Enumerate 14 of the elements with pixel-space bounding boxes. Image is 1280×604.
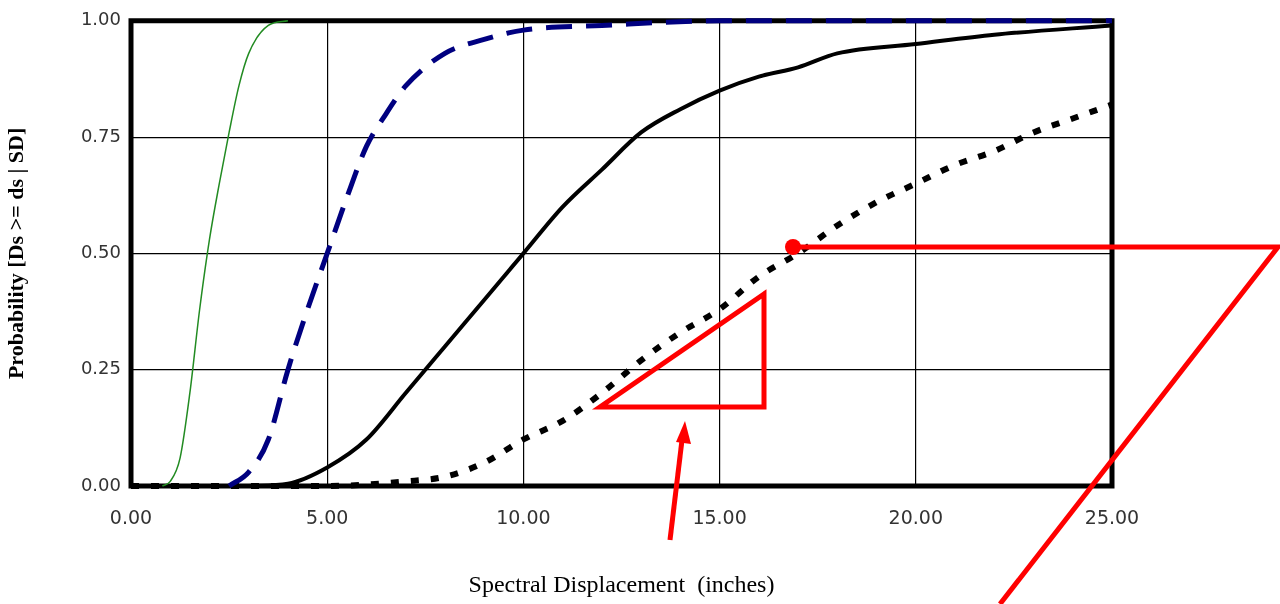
- line-series: [161, 20, 289, 487]
- x-tick-label: 5.00: [306, 506, 349, 529]
- x-tick-label: 0.00: [109, 506, 153, 529]
- x-tick-label: 15.00: [692, 506, 747, 529]
- y-tick-label: 0.00: [80, 473, 121, 495]
- y-tick-label: 0.25: [80, 357, 121, 379]
- x-tick-label: 10.00: [496, 506, 551, 529]
- y-tick-label: 0.50: [80, 241, 121, 263]
- x-axis-title: Spectral Displacement (inches): [468, 570, 775, 597]
- y-tick-label: 1.00: [80, 8, 121, 30]
- x-tick-label: 20.00: [888, 506, 943, 529]
- x-tick-label: 25.00: [1084, 506, 1140, 529]
- y-axis-title: Probability [Ds >= ds | SD]: [2, 127, 28, 380]
- y-tick-label: 0.75: [80, 124, 121, 146]
